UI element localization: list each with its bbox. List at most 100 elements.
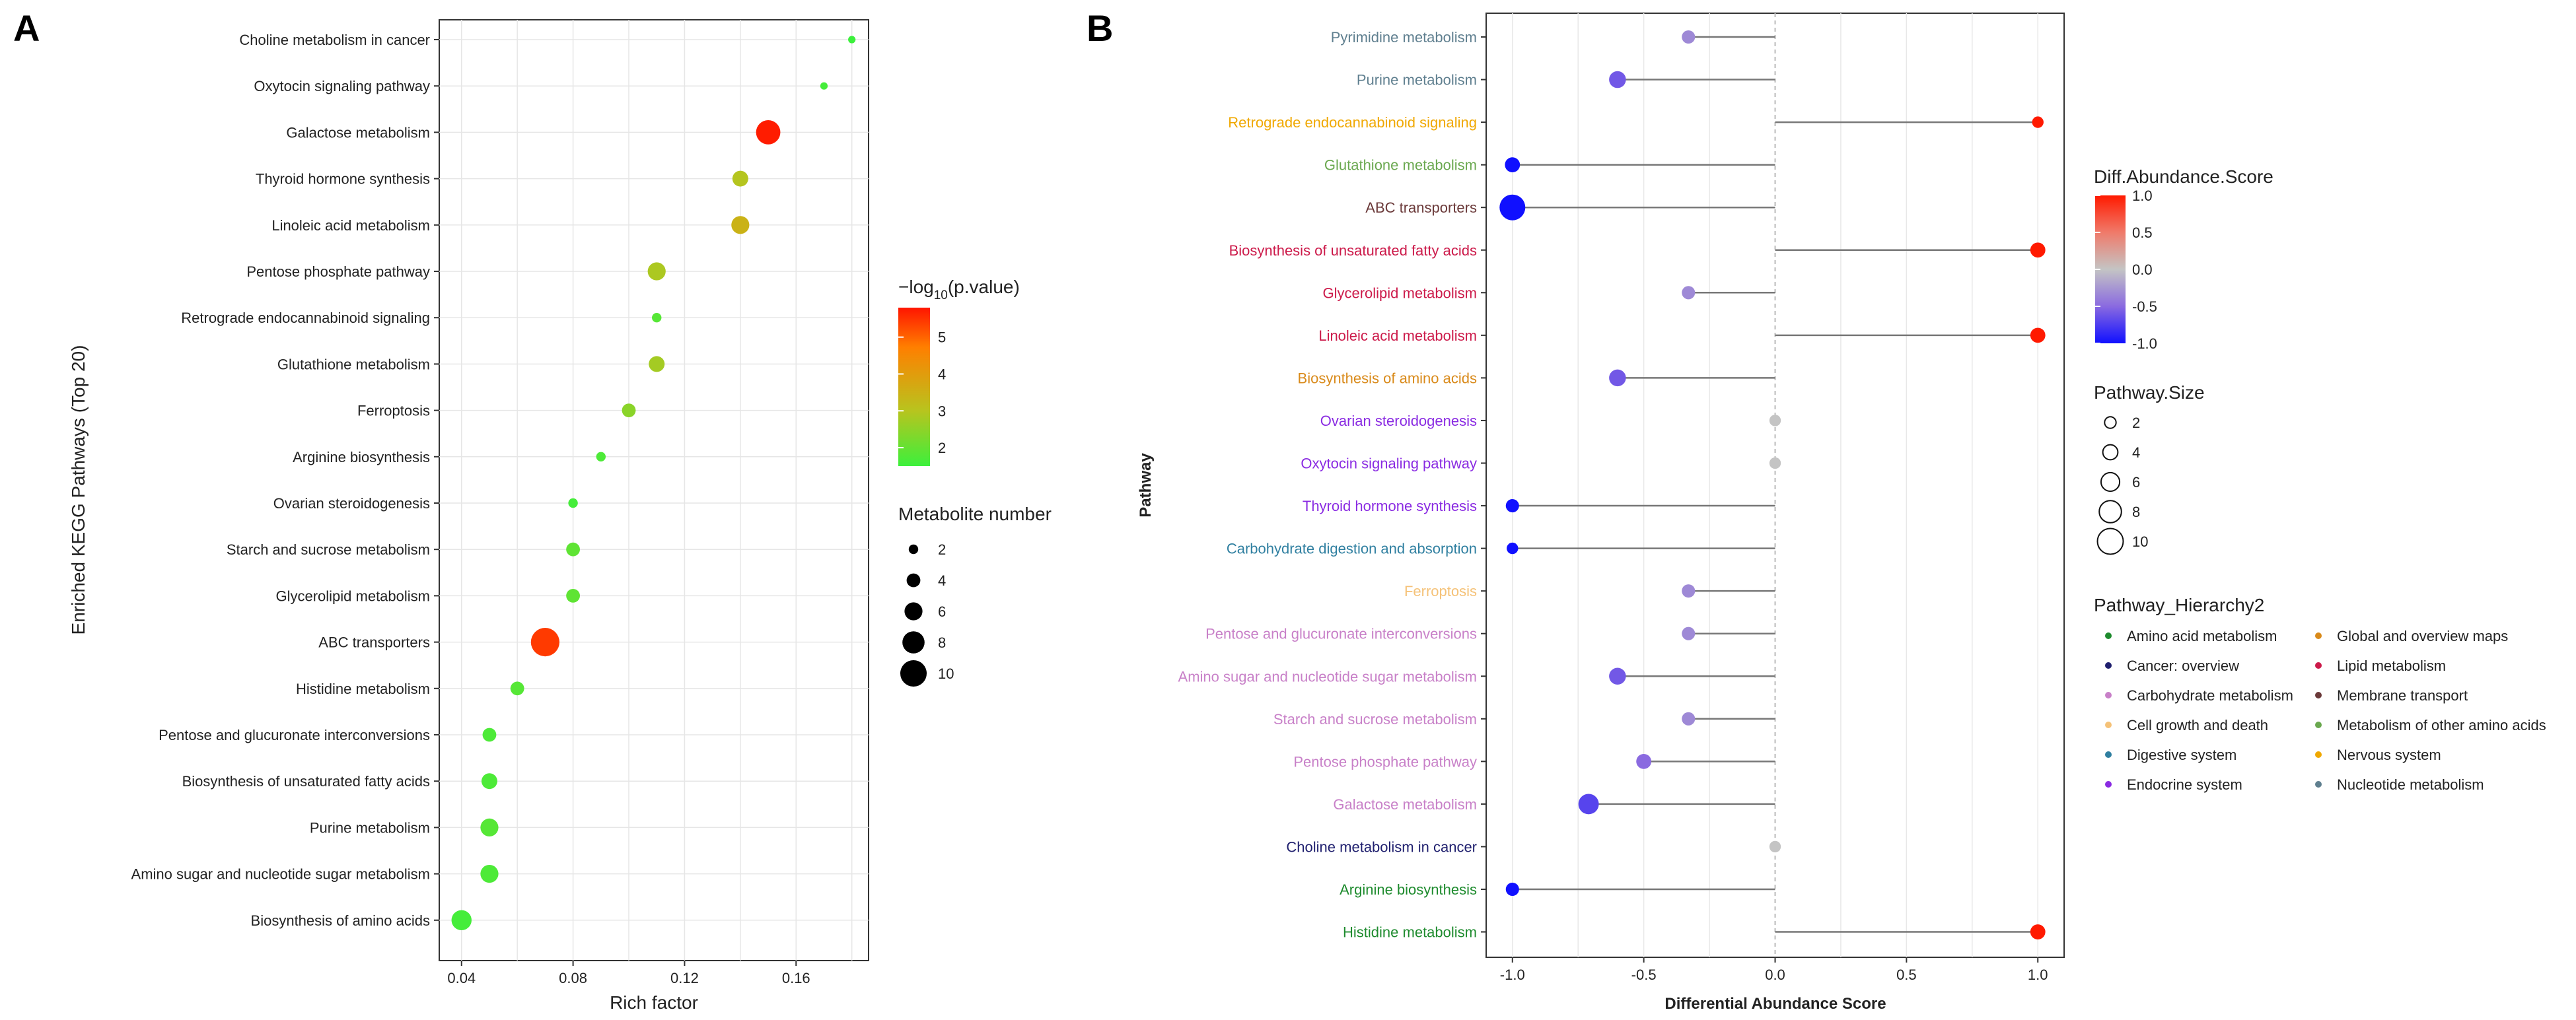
panel-a-color-tick-label: 2: [938, 440, 946, 456]
panel-a-size-key: [908, 544, 919, 555]
panel-b-hierarchy-legend-title: Pathway_Hierarchy2: [2094, 595, 2264, 615]
panel-a-y-tick-label: Retrograde endocannabinoid signaling: [181, 310, 430, 326]
panel-a-y-tick-label: Linoleic acid metabolism: [271, 217, 430, 234]
panel-b-hierarchy-label: Cancer: overview: [2127, 658, 2239, 674]
panel-a-color-tick-label: 3: [938, 403, 946, 419]
panel-b-size-label: 4: [2132, 444, 2140, 461]
panel-b-lollipop-head: [1682, 584, 1696, 598]
panel-b-y-tick-label: Ferroptosis: [1404, 583, 1477, 599]
panel-b-color-tick-label: 1.0: [2132, 187, 2153, 204]
panel-a-y-tick-label: Pentose and glucuronate interconversions: [159, 727, 430, 743]
panel-b-hierarchy-label: Global and overview maps: [2337, 628, 2508, 644]
panel-a-x-ticks: 0.04 0.08 0.12 0.16: [447, 961, 810, 986]
panel-a-points: [451, 36, 856, 931]
panel-b-y-tick-label: Thyroid hormone synthesis: [1303, 498, 1477, 514]
panel-b-y-tick-label: Pentose phosphate pathway: [1293, 753, 1477, 770]
panel-b-y-tick-label: Ovarian steroidogenesis: [1320, 413, 1477, 429]
panel-a-size-label: 2: [938, 541, 946, 558]
panel-b-lollipop-head: [1769, 415, 1781, 426]
panel-a-point: [732, 170, 748, 187]
panel-label-b: B: [1087, 7, 1113, 49]
panel-a: Choline metabolism in cancer Oxytocin sig…: [68, 19, 1052, 1013]
panel-a-color-tick-label: 5: [938, 329, 946, 346]
panel-a-y-tick-label: Amino sugar and nucleotide sugar metabol…: [131, 866, 430, 883]
panel-a-point: [756, 120, 781, 145]
panel-a-point: [848, 36, 856, 44]
panel-b-lollipop-head: [1609, 667, 1626, 685]
panel-a-point: [566, 589, 580, 603]
panel-a-color-legend-title-prefix: −log: [898, 277, 934, 297]
panel-b-y-tick-label: Oxytocin signaling pathway: [1301, 456, 1477, 472]
panel-b-hierarchy-key: [2315, 781, 2322, 788]
panel-a-point: [480, 818, 499, 836]
panel-b-size-key: [2104, 416, 2117, 429]
panel-b-lollipop-head: [2030, 242, 2046, 258]
panel-b-x-tick-label: 0.0: [1765, 967, 1785, 983]
panel-a-y-tick-label: Starch and sucrose metabolism: [227, 541, 430, 558]
panel-b-y-tick-label: ABC transporters: [1365, 199, 1477, 216]
panel-b-y-tick-label: Arginine biosynthesis: [1340, 881, 1477, 898]
panel-a-size-key: [904, 602, 923, 621]
panel-b-lollipop-head: [1682, 627, 1696, 640]
panel-a-plot-frame: [439, 19, 869, 961]
panel-a-point: [481, 773, 497, 790]
panel-a-y-tick-label: Pentose phosphate pathway: [246, 263, 430, 280]
panel-b-y-tick-label: Carbohydrate digestion and absorption: [1227, 541, 1477, 557]
panel-b-hierarchy-legend: Pathway_Hierarchy2 Amino acid metabolism…: [2094, 595, 2546, 793]
panel-a-color-tick-label: 4: [938, 366, 946, 382]
panel-b-lollipop-head: [1769, 457, 1781, 469]
panel-b-size-items: 2 4 6 8 10: [2096, 415, 2148, 555]
panel-b-size-label: 2: [2132, 415, 2140, 431]
panel-b-x-tick-label: 0.5: [1896, 967, 1917, 983]
panel-a-size-label: 4: [938, 572, 946, 589]
panel-b-lollipop-head: [2030, 924, 2046, 939]
panel-a-point: [480, 865, 499, 883]
panel-b-hierarchy-label: Lipid metabolism: [2337, 658, 2446, 674]
panel-b-hierarchy-key: [2315, 751, 2322, 758]
panel-b-y-tick-label: Glycerolipid metabolism: [1322, 285, 1477, 301]
panel-b-color-legend-title: Diff.Abundance.Score: [2094, 166, 2273, 187]
panel-b-size-key: [2100, 471, 2121, 493]
panel-b-y-tick-label: Galactose metabolism: [1333, 796, 1477, 813]
panel-b-color-tick-label: 0.0: [2132, 261, 2153, 278]
panel-b-y-tick-label: Purine metabolism: [1357, 72, 1477, 88]
panel-a-size-label: 10: [938, 665, 954, 682]
panel-b-hierarchy-key: [2105, 722, 2112, 728]
panel-a-y-tick-label: Biosynthesis of amino acids: [251, 912, 430, 929]
panel-b-y-tick-label: Pyrimidine metabolism: [1331, 29, 1477, 46]
panel-b-hierarchy-key: [2105, 781, 2112, 788]
panel-a-point: [647, 262, 666, 281]
panel-a-color-legend: −log10(p.value) 5 4 3 2: [898, 277, 1020, 466]
panel-b-x-ticks: -1.0 -0.5 0.0 0.5 1.0: [1500, 957, 2048, 983]
panel-b-hierarchy-key: [2315, 692, 2322, 698]
panel-b-lollipop-head: [1578, 794, 1599, 815]
panel-a-point: [820, 82, 828, 90]
panel-a-x-tick-label: 0.08: [559, 970, 587, 986]
panel-a-x-tick-label: 0.16: [782, 970, 810, 986]
panel-b-lollipop-head: [1499, 194, 1526, 221]
panel-a-y-tick-label: Histidine metabolism: [296, 681, 430, 697]
panel-b-size-legend-title: Pathway.Size: [2094, 382, 2205, 403]
panel-a-point: [530, 628, 559, 657]
panel-a-point: [566, 542, 580, 557]
panel-b-lollipop-head: [1505, 499, 1519, 513]
panel-b-hierarchy-key: [2315, 632, 2322, 639]
panel-b-y-tick-label: Glutathione metabolism: [1324, 157, 1477, 174]
panel-a-point: [596, 452, 606, 461]
panel-a-size-key: [902, 631, 925, 654]
panel-b-y-tick-label: Retrograde endocannabinoid signaling: [1228, 114, 1477, 131]
panel-a-y-tick-label: Ferroptosis: [357, 403, 430, 419]
panel-b-hierarchy-label: Nervous system: [2337, 747, 2441, 763]
panel-b-hierarchy-key: [2315, 662, 2322, 669]
panel-b-x-tick-label: -0.5: [1631, 967, 1657, 983]
panel-b-hierarchy-key: [2105, 692, 2112, 698]
panel-b-hierarchy-label: Membrane transport: [2337, 687, 2468, 704]
panel-b-color-tick-label: -1.0: [2132, 335, 2157, 352]
panel-a-point: [652, 313, 662, 323]
panel-a-y-tick-label: Galactose metabolism: [286, 124, 430, 141]
panel-a-y-tick-label: Ovarian steroidogenesis: [273, 495, 430, 512]
panel-b-y-tick-label: Biosynthesis of unsaturated fatty acids: [1229, 242, 1477, 259]
panel-b-lollipop-head: [2030, 327, 2046, 343]
panel-b-lollipop-head: [1682, 30, 1696, 44]
panel-a-point: [731, 216, 750, 234]
